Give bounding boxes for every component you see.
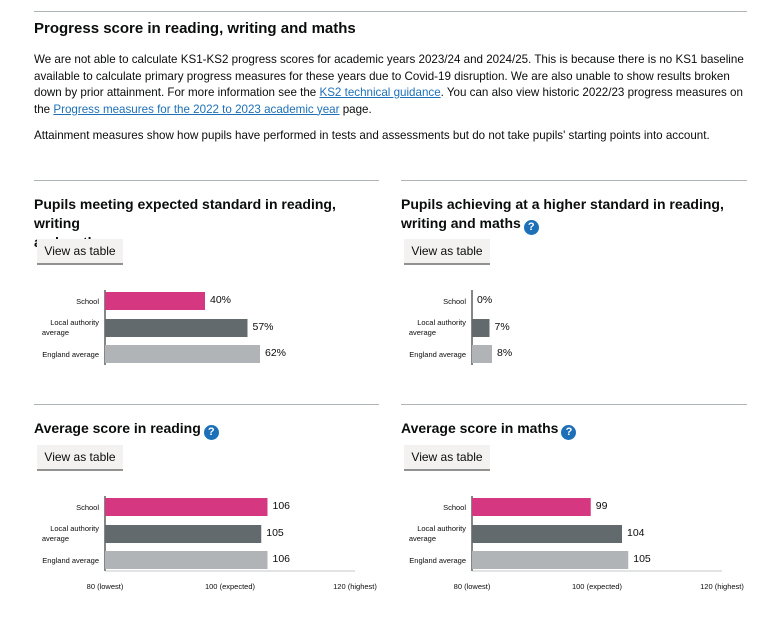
bar-england xyxy=(105,551,268,569)
value-label-school: 40% xyxy=(210,294,231,306)
category-label-local-authority: Local authority average xyxy=(409,318,466,337)
category-label-england: England average xyxy=(409,350,466,359)
intro-text-3: page. xyxy=(339,102,372,116)
category-label-school: School xyxy=(443,297,466,306)
bar-england xyxy=(105,345,260,363)
category-label-england: England average xyxy=(42,556,99,565)
ks2-guidance-link[interactable]: KS2 technical guidance xyxy=(319,86,441,99)
bar-school xyxy=(105,498,268,516)
intro-text-2: . You can also view historic 2022/23 pro… xyxy=(34,86,743,116)
bar-local-authority xyxy=(472,525,622,543)
value-label-local-authority: 7% xyxy=(495,321,510,333)
value-label-local-authority: 105 xyxy=(266,527,284,539)
panel-2-divider xyxy=(401,180,747,181)
category-label-local-authority: Local authority average xyxy=(42,318,99,337)
panel-1-divider xyxy=(34,180,379,181)
bar-local-authority xyxy=(105,319,248,337)
intro-text-1: We are not able to calculate KS1-KS2 pro… xyxy=(34,53,744,99)
attainment-paragraph: Attainment measures show how pupils have… xyxy=(34,129,710,142)
value-label-school: 106 xyxy=(273,500,291,512)
value-label-england: 105 xyxy=(633,553,651,565)
value-label-school: 99 xyxy=(596,500,608,512)
panel-2-title: Pupils achieving at a higher standard in… xyxy=(401,195,747,235)
panel-4-title-line1: Average score in maths xyxy=(401,420,559,436)
panel-1-chart: 40% School 57% Local authority average 62% Eng… xyxy=(42,290,286,365)
bar-local-authority xyxy=(105,525,262,543)
panel-3-view-as-table-button[interactable]: View as table xyxy=(37,445,123,471)
panel-4-title: Average score in maths? xyxy=(401,419,747,440)
help-icon[interactable]: ? xyxy=(523,220,539,235)
panel-2-title-line1: Pupils achieving at a higher standard in… xyxy=(401,196,724,212)
top-divider xyxy=(34,11,747,12)
x-tick-label: 100 (expected) xyxy=(572,582,623,591)
category-label-england: England average xyxy=(409,556,466,565)
panel-3-chart: 106 School 105 Local authority average 106 Eng… xyxy=(42,496,377,591)
category-label-school: School xyxy=(443,503,466,512)
category-label-local-authority: Local authority average xyxy=(42,524,99,543)
bar-england xyxy=(472,345,492,363)
panel-3-title: Average score in reading? xyxy=(34,419,379,440)
x-tick-label: 80 (lowest) xyxy=(454,582,491,591)
panel-1-view-as-table-button[interactable]: View as table xyxy=(37,239,123,265)
section-title: Progress score in reading, writing and m… xyxy=(34,20,356,37)
x-tick-label: 120 (highest) xyxy=(333,582,377,591)
bar-school xyxy=(472,498,591,516)
value-label-england: 62% xyxy=(265,347,286,359)
panel-4-view-as-table-button[interactable]: View as table xyxy=(404,445,490,471)
category-label-england: England average xyxy=(42,350,99,359)
panel-3-title-line1: Average score in reading xyxy=(34,420,201,436)
panel-4-chart: 99 School 104 Local authority average 105 Engl… xyxy=(409,496,744,591)
category-label-school: School xyxy=(76,503,99,512)
bar-school xyxy=(105,292,205,310)
help-icon[interactable]: ? xyxy=(203,425,219,440)
x-tick-label: 80 (lowest) xyxy=(87,582,124,591)
panel-1-title-line1: Pupils meeting expected standard in read… xyxy=(34,196,336,231)
panel-3-divider xyxy=(34,404,379,405)
value-label-local-authority: 57% xyxy=(253,321,274,333)
category-label-local-authority: Local authority average xyxy=(409,524,466,543)
panel-2-view-as-table-button[interactable]: View as table xyxy=(404,239,490,265)
x-tick-label: 120 (highest) xyxy=(700,582,744,591)
bar-local-authority xyxy=(472,319,490,337)
value-label-school: 0% xyxy=(477,294,492,306)
value-label-local-authority: 104 xyxy=(627,527,645,539)
help-icon[interactable]: ? xyxy=(561,425,577,440)
progress-measures-link[interactable]: Progress measures for the 2022 to 2023 a… xyxy=(53,102,340,116)
x-tick-label: 100 (expected) xyxy=(205,582,256,591)
bar-england xyxy=(472,551,629,569)
category-label-school: School xyxy=(76,297,99,306)
intro-paragraph: We are not able to calculate KS1-KS2 pro… xyxy=(34,52,749,118)
panel-2-chart: 0% School 7% Local authority average 8% Englan… xyxy=(409,290,512,365)
value-label-england: 106 xyxy=(273,553,291,565)
panel-4-divider xyxy=(401,404,747,405)
value-label-england: 8% xyxy=(497,347,512,359)
panel-2-title-line2: writing and maths xyxy=(401,215,521,231)
